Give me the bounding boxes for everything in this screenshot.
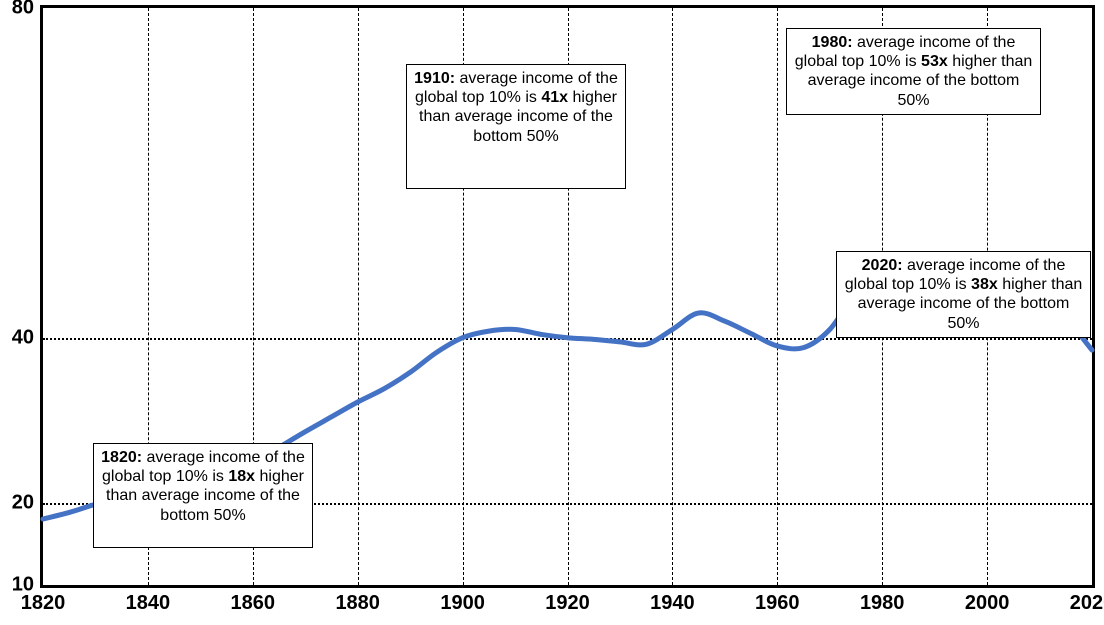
x-tick-label: 2020 [1070, 592, 1104, 615]
anno-1980: 1980: average income of the global top 1… [786, 28, 1041, 115]
x-tick-label: 1900 [440, 592, 485, 615]
plot-area: 1820: average income of the global top 1… [40, 5, 1095, 588]
x-tick-label: 1880 [335, 592, 380, 615]
x-tick-label: 1860 [231, 592, 276, 615]
x-tick-label: 2000 [965, 592, 1010, 615]
x-tick-label: 1980 [860, 592, 905, 615]
income-ratio-chart: 1820: average income of the global top 1… [0, 0, 1104, 625]
anno-2020: 2020: average income of the global top 1… [836, 251, 1091, 338]
y-tick-label: 80 [0, 0, 34, 20]
x-tick-label: 1920 [545, 592, 590, 615]
anno-1820: 1820: average income of the global top 1… [93, 443, 313, 548]
x-tick-label: 1840 [126, 592, 171, 615]
x-tick-label: 1960 [755, 592, 800, 615]
y-tick-label: 20 [0, 491, 34, 514]
x-tick-label: 1940 [650, 592, 695, 615]
y-tick-label: 40 [0, 326, 34, 349]
anno-1910: 1910: average income of the global top 1… [406, 64, 626, 189]
x-tick-label: 1820 [21, 592, 66, 615]
